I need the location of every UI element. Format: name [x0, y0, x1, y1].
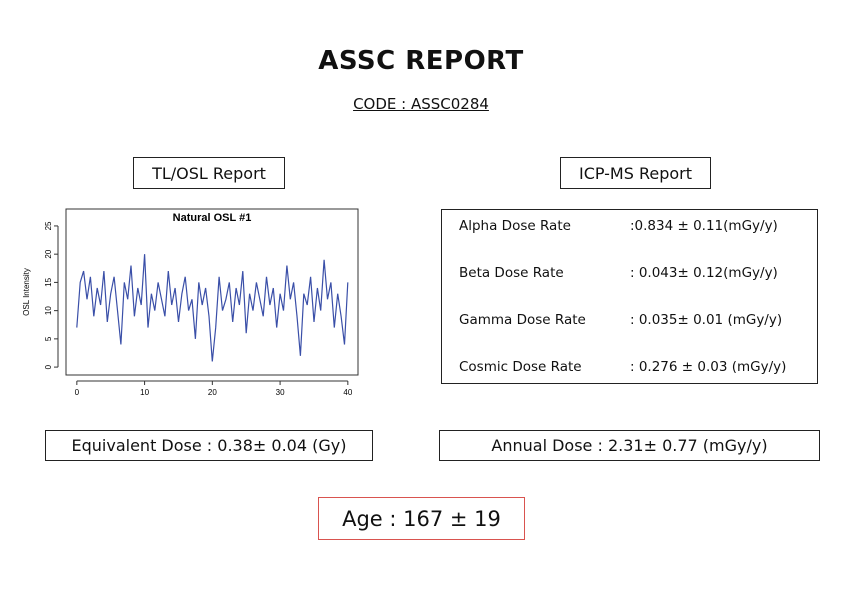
- row-name: Cosmic Dose Rate: [459, 359, 582, 375]
- equivalent-dose: Equivalent Dose : 0.38± 0.04 (Gy): [45, 430, 373, 461]
- osl-line: [76, 254, 349, 362]
- row-name: Beta Dose Rate: [459, 265, 564, 281]
- row-name: Gamma Dose Rate: [459, 312, 586, 328]
- y-tick-label: 25: [44, 221, 53, 230]
- plot-frame: [65, 208, 359, 376]
- x-tick-label: 10: [140, 388, 149, 397]
- row-value: : 0.035± 0.01 (mGy/y): [630, 312, 783, 328]
- y-tick-label: 10: [44, 306, 53, 315]
- x-tick-label: 40: [343, 388, 352, 397]
- code: CODE : ASSC0284: [353, 95, 489, 113]
- y-tick-label: 0: [44, 364, 53, 369]
- tl-osl-label: TL/OSL Report: [133, 157, 285, 189]
- x-tick-label: 20: [208, 388, 217, 397]
- x-tick-label: 0: [75, 388, 80, 397]
- chart-title: Natural OSL #1: [173, 212, 252, 224]
- y-axis-label: OSL Intensity: [22, 268, 31, 316]
- title: ASSC REPORT: [318, 46, 524, 76]
- icp-table: [441, 209, 818, 384]
- x-tick-label: 30: [276, 388, 285, 397]
- y-tick-label: 5: [44, 336, 53, 341]
- annual-dose: Annual Dose : 2.31± 0.77 (mGy/y): [439, 430, 820, 461]
- age: Age : 167 ± 19: [318, 497, 525, 540]
- row-value: :0.834 ± 0.11(mGy/y): [630, 218, 778, 234]
- row-value: : 0.276 ± 0.03 (mGy/y): [630, 359, 787, 375]
- row-value: : 0.043± 0.12(mGy/y): [630, 265, 778, 281]
- row-name: Alpha Dose Rate: [459, 218, 571, 234]
- y-tick-label: 15: [44, 277, 53, 286]
- y-tick-label: 20: [44, 249, 53, 258]
- icp-ms-label: ICP-MS Report: [560, 157, 711, 189]
